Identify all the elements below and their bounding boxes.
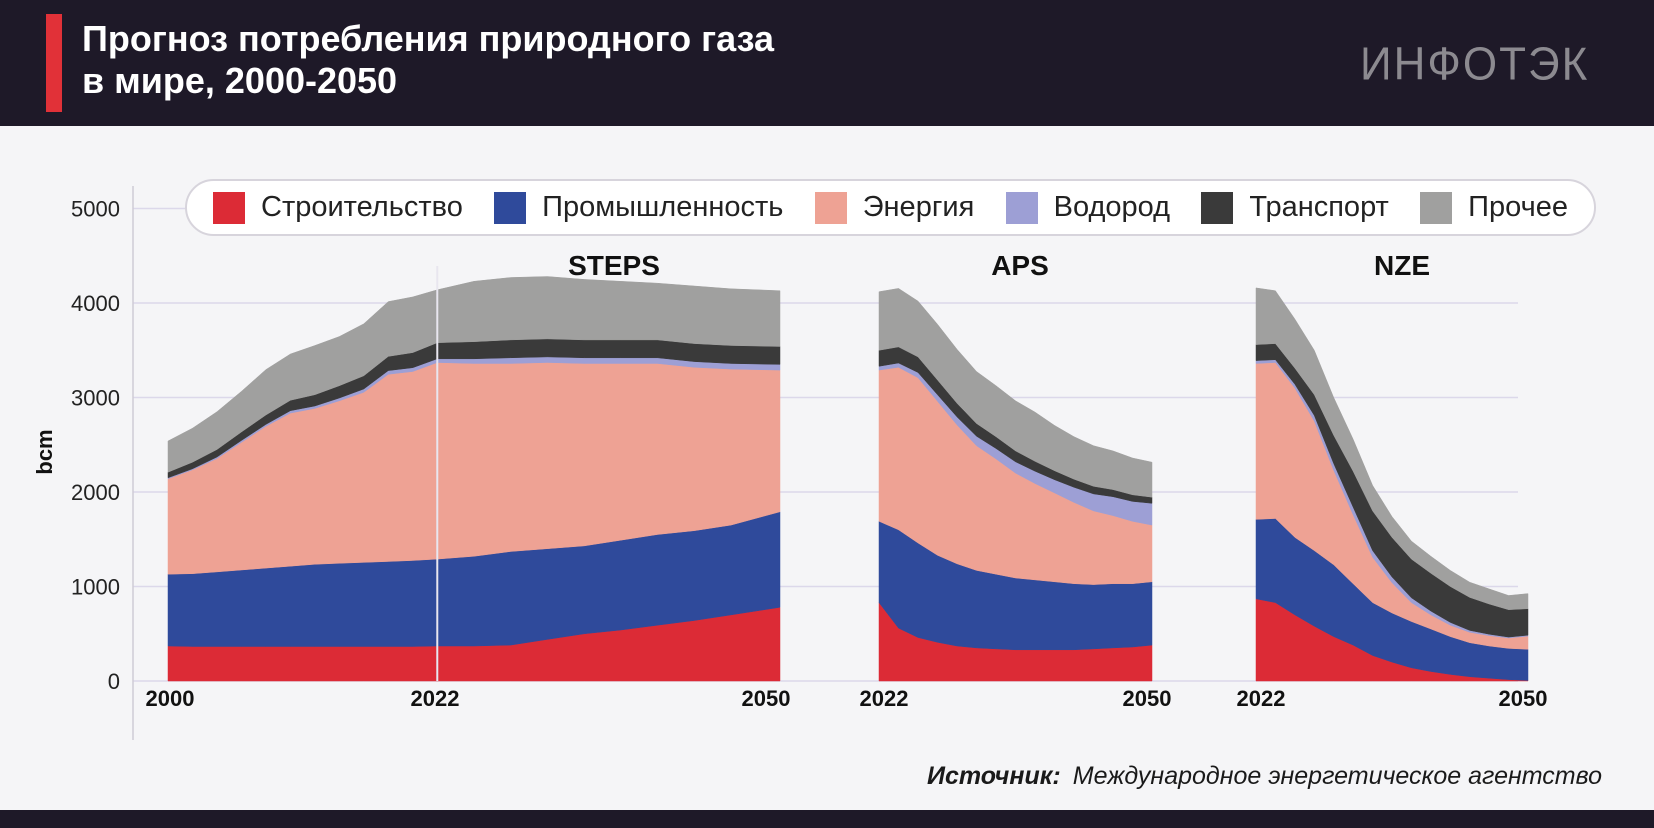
legend-swatch-other [1420,191,1453,224]
x-tick-label: 2000 [146,686,195,711]
panel-steps [167,276,781,682]
y-tick-label: 1000 [71,575,120,600]
area-other-aps [878,288,1153,498]
legend-item-energy: Энергия [814,191,975,224]
y-axis-label: bcm [32,429,57,474]
y-tick-label: 2000 [71,480,120,505]
area-other-nze [1255,287,1529,610]
footer-bar [0,810,1654,828]
y-tick-label: 3000 [71,386,120,411]
x-tick-label: 2022 [1237,686,1286,711]
legend-label-construction: Строительство [261,191,463,223]
area-other-steps [167,276,781,473]
legend-label-transport: Транспорт [1249,191,1389,223]
panel-title-nze: NZE [1374,250,1430,281]
axes: 0 1000 2000 3000 4000 5000 bcm STEPS 2000 2022 205… [32,186,1547,740]
chart-title: Прогноз потребления природного газа в ми… [82,18,774,102]
x-tick-label: 2022 [860,686,909,711]
legend: Строительство Промышленность Энергия Вод… [185,179,1596,236]
legend-item-hydrogen: Водород [1005,191,1171,224]
accent-stripe [46,14,62,112]
title-line-1: Прогноз потребления природного газа [82,18,775,59]
legend-item-transport: Транспорт [1201,191,1389,224]
y-tick-label: 5000 [71,197,120,222]
legend-label-other: Прочее [1468,191,1568,223]
source-note: Источник: Международное энергетическое аг… [927,762,1602,791]
legend-item-other: Прочее [1420,191,1568,224]
legend-item-industry: Промышленность [494,191,783,224]
header-bar: Прогноз потребления природного газа в ми… [0,0,1654,126]
x-tick-label: 2022 [411,686,460,711]
legend-item-construction: Строительство [213,191,463,224]
source-text: Международное энергетическое агентство [1072,762,1602,790]
legend-swatch-energy [814,191,847,224]
panel-title-steps: STEPS [568,250,660,281]
title-line-2: в мире, 2000-2050 [82,60,398,101]
y-tick-label: 4000 [71,291,120,316]
legend-label-hydrogen: Водород [1053,191,1171,223]
legend-label-industry: Промышленность [542,191,784,223]
x-tick-label: 2050 [1499,686,1548,711]
panel-aps [878,288,1153,682]
stacked-areas [167,276,1529,682]
legend-swatch-transport [1201,191,1234,224]
source-label: Источник: [926,762,1061,790]
legend-swatch-hydrogen [1005,191,1038,224]
brand-logo: ИНФОТЭК [1360,38,1590,91]
panel-title-aps: APS [991,250,1049,281]
y-tick-label: 0 [108,669,120,694]
x-tick-label: 2050 [1123,686,1172,711]
legend-swatch-industry [494,191,527,224]
legend-label-energy: Энергия [862,191,975,223]
panel-nze [1255,287,1529,682]
legend-swatch-construction [213,191,245,224]
x-tick-label: 2050 [742,686,791,711]
